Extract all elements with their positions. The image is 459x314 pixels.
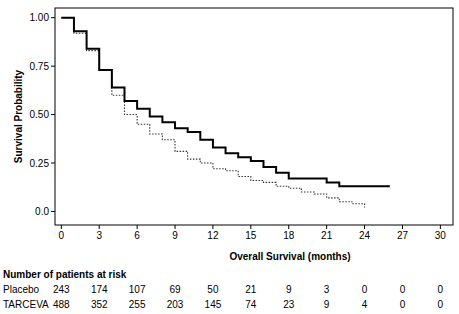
x-tick-label: 15 xyxy=(245,230,257,241)
x-tick-label: 24 xyxy=(359,230,371,241)
risk-count: 243 xyxy=(53,284,70,295)
x-tick-label: 18 xyxy=(283,230,295,241)
risk-row-label: TARCEVA xyxy=(3,299,49,310)
y-tick xyxy=(51,114,55,115)
plot-frame xyxy=(55,8,453,225)
y-tick-label: 0.25 xyxy=(30,158,50,169)
x-tick-label: 12 xyxy=(207,230,219,241)
y-tick-label: 0.50 xyxy=(30,109,50,120)
risk-count: 0 xyxy=(400,299,406,310)
risk-count: 0 xyxy=(438,284,444,295)
risk-row-label: Placebo xyxy=(3,284,40,295)
risk-count: 174 xyxy=(91,284,108,295)
risk-count: 69 xyxy=(169,284,181,295)
risk-count: 255 xyxy=(129,299,146,310)
x-tick xyxy=(61,225,62,229)
y-tick xyxy=(51,66,55,67)
risk-count: 9 xyxy=(324,299,330,310)
risk-count: 9 xyxy=(286,284,292,295)
chart: 0.00.250.500.751.00036912151821242730Sur… xyxy=(0,0,459,314)
risk-count: 0 xyxy=(400,284,406,295)
x-tick-label: 3 xyxy=(96,230,102,241)
risk-count: 488 xyxy=(53,299,70,310)
risk-count: 352 xyxy=(91,299,108,310)
risk-count: 21 xyxy=(245,284,257,295)
risk-count: 203 xyxy=(167,299,184,310)
y-tick-label: 0.0 xyxy=(35,206,49,217)
x-tick-label: 27 xyxy=(397,230,409,241)
x-tick-label: 21 xyxy=(321,230,333,241)
x-tick xyxy=(99,225,100,229)
x-tick xyxy=(402,225,403,229)
y-axis-label: Survival Probability xyxy=(13,69,24,163)
risk-table-title: Number of patients at risk xyxy=(3,269,127,280)
x-tick-label: 30 xyxy=(435,230,447,241)
x-tick xyxy=(326,225,327,229)
risk-count: 3 xyxy=(324,284,330,295)
x-tick xyxy=(288,225,289,229)
x-tick-label: 6 xyxy=(134,230,140,241)
x-tick xyxy=(137,225,138,229)
risk-count: 23 xyxy=(283,299,295,310)
x-tick-label: 0 xyxy=(59,230,65,241)
x-tick xyxy=(440,225,441,229)
y-tick-label: 0.75 xyxy=(30,61,50,72)
x-tick xyxy=(250,225,251,229)
y-tick xyxy=(51,211,55,212)
survival-curve xyxy=(61,18,390,187)
risk-count: 4 xyxy=(362,299,368,310)
risk-count: 74 xyxy=(245,299,257,310)
y-tick xyxy=(51,17,55,18)
risk-count: 50 xyxy=(207,284,219,295)
x-axis-label: Overall Survival (months) xyxy=(229,251,350,262)
risk-count: 0 xyxy=(362,284,368,295)
x-tick xyxy=(364,225,365,229)
y-tick xyxy=(51,163,55,164)
series-group xyxy=(61,18,390,208)
risk-count: 0 xyxy=(438,299,444,310)
risk-count: 145 xyxy=(205,299,222,310)
x-tick xyxy=(212,225,213,229)
risk-count: 107 xyxy=(129,284,146,295)
y-tick-label: 1.00 xyxy=(30,12,50,23)
x-tick-label: 9 xyxy=(172,230,178,241)
x-tick xyxy=(175,225,176,229)
